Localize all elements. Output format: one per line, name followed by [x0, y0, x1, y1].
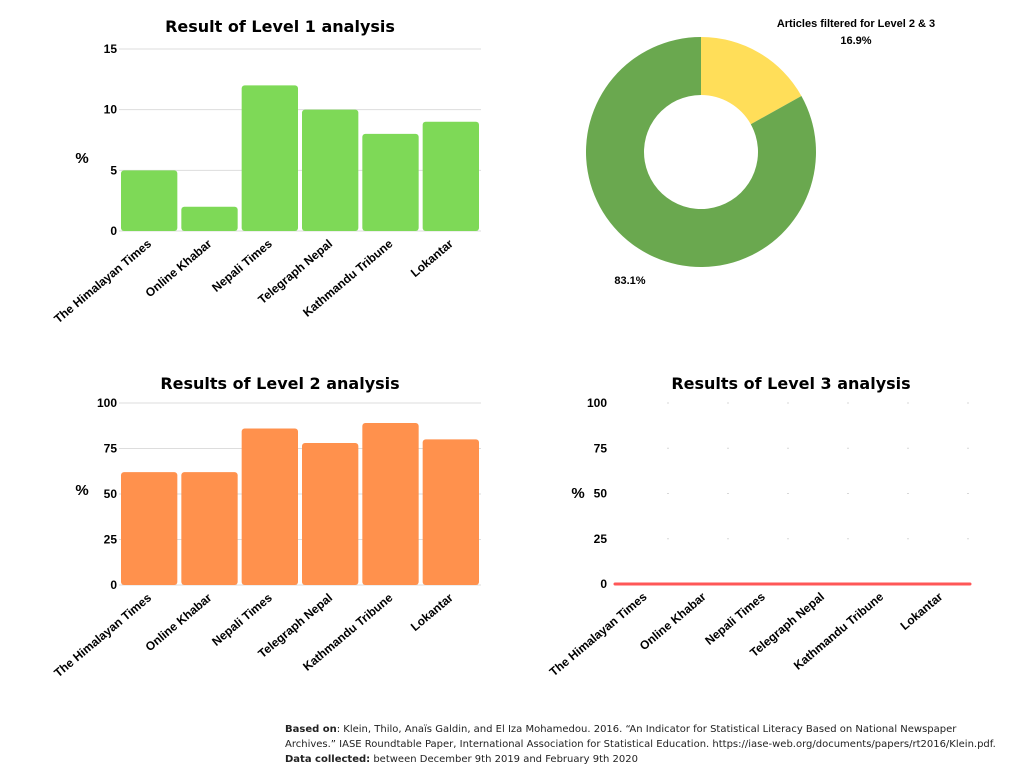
y-tick-label: 10: [104, 103, 118, 117]
y-tick-label: 50: [594, 487, 608, 501]
y-tick-label: 100: [97, 396, 117, 410]
chart-title: Results of Level 3 analysis: [671, 374, 910, 393]
filtered-articles-donut-chart: Articles filtered for Level 2 & 3 16.9% 83…: [585, 18, 935, 287]
bar: [121, 472, 178, 585]
y-tick-label: 25: [104, 533, 118, 547]
level1-bar-chart: Result of Level 1 analysis 0 5 10 15% The Him…: [51, 17, 481, 326]
x-category-label: The Himalayan Times: [51, 236, 154, 326]
bar: [181, 206, 238, 231]
bar: [121, 170, 178, 231]
data-collected-label: Data collected:: [285, 754, 371, 765]
y-tick-label: 25: [594, 532, 608, 546]
x-category-label: Lokantar: [408, 590, 456, 634]
citation-line: Based on: Klein, Thilo, Anaïs Galdin, an…: [285, 722, 1005, 752]
y-tick-label: 15: [104, 42, 118, 56]
bar: [422, 439, 479, 585]
x-category-label: The Himalayan Times: [547, 589, 650, 679]
slice-label: 83.1%: [614, 275, 645, 287]
y-tick-label: 75: [104, 442, 118, 456]
y-tick-label: 75: [594, 441, 608, 455]
x-category-label: Lokantar: [408, 236, 456, 280]
y-tick-label: 0: [110, 578, 117, 592]
bar: [422, 121, 479, 231]
donut-slice: [585, 37, 816, 267]
y-tick-label: 50: [104, 487, 118, 501]
bar: [362, 133, 419, 231]
y-tick-label: 5: [110, 163, 117, 177]
x-category-label: Nepali Times: [209, 590, 275, 648]
x-category-label: Online Khabar: [143, 236, 215, 300]
x-category-label: Nepali Times: [209, 236, 275, 294]
x-category-label: Online Khabar: [143, 590, 215, 654]
x-category-label: Lokantar: [898, 589, 946, 633]
y-axis-label: %: [75, 482, 88, 499]
based-on-label: Based on: [285, 724, 337, 735]
chart-title: Articles filtered for Level 2 & 3: [777, 18, 935, 30]
slice-label: 16.9%: [840, 35, 871, 47]
data-collected-text: between December 9th 2019 and February 9…: [370, 754, 638, 765]
bar: [241, 428, 298, 585]
y-tick-label: 0: [110, 224, 117, 238]
bar: [302, 443, 359, 585]
level3-bar-chart: Results of Level 3 analysis 0 25 50 75 100% Th…: [547, 374, 972, 679]
bar: [302, 109, 359, 231]
y-tick-label: 0: [600, 577, 607, 591]
data-collected-line: Data collected: between December 9th 201…: [285, 752, 1005, 767]
bar: [241, 85, 298, 232]
level2-bar-chart: Results of Level 2 analysis 0 25 50 75 100% Th…: [51, 374, 481, 680]
x-category-label: The Himalayan Times: [51, 590, 154, 680]
y-tick-label: 100: [587, 396, 607, 410]
bar: [362, 423, 419, 585]
y-axis-label: %: [571, 485, 584, 502]
chart-title: Results of Level 2 analysis: [160, 374, 399, 393]
chart-title: Result of Level 1 analysis: [165, 17, 395, 36]
source-footer: Based on: Klein, Thilo, Anaïs Galdin, an…: [285, 722, 1005, 767]
bar: [181, 472, 238, 585]
y-axis-label: %: [75, 150, 88, 167]
citation-text: : Klein, Thilo, Anaïs Galdin, and El Iza…: [285, 724, 996, 750]
donut-slice: [701, 37, 802, 125]
